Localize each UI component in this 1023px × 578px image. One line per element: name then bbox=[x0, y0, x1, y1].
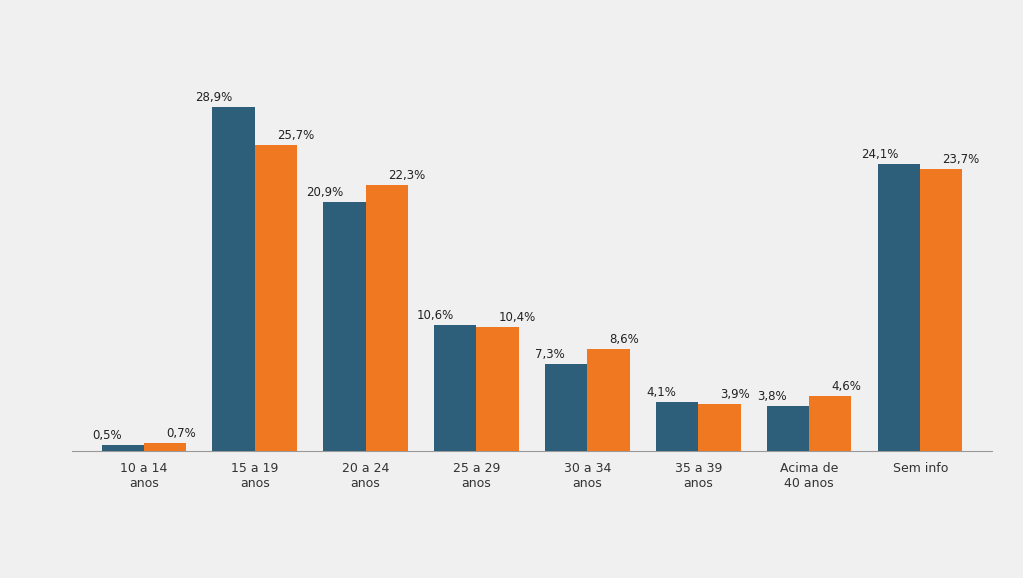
Bar bbox=[255, 145, 297, 451]
Bar bbox=[767, 406, 809, 451]
Text: 23,7%: 23,7% bbox=[942, 153, 980, 166]
Bar bbox=[365, 186, 408, 451]
Text: 10,6%: 10,6% bbox=[417, 309, 454, 322]
Text: 0,7%: 0,7% bbox=[166, 427, 195, 439]
Text: 3,9%: 3,9% bbox=[720, 388, 750, 402]
Text: 20,9%: 20,9% bbox=[306, 186, 344, 199]
Bar bbox=[101, 445, 143, 451]
Text: 28,9%: 28,9% bbox=[195, 91, 232, 104]
Text: 10,4%: 10,4% bbox=[498, 311, 536, 324]
Text: 24,1%: 24,1% bbox=[860, 148, 898, 161]
Text: 7,3%: 7,3% bbox=[535, 348, 566, 361]
Text: 3,8%: 3,8% bbox=[757, 390, 787, 403]
Text: 4,6%: 4,6% bbox=[832, 380, 861, 393]
Bar bbox=[435, 325, 477, 451]
Text: 22,3%: 22,3% bbox=[388, 169, 425, 183]
Bar bbox=[545, 364, 587, 451]
Text: 8,6%: 8,6% bbox=[610, 332, 639, 346]
Bar bbox=[809, 396, 851, 451]
Bar bbox=[921, 169, 963, 451]
Text: 0,5%: 0,5% bbox=[92, 429, 122, 442]
Bar bbox=[587, 349, 629, 451]
Text: 25,7%: 25,7% bbox=[277, 129, 314, 142]
Bar bbox=[878, 164, 921, 451]
Bar bbox=[699, 405, 741, 451]
Bar bbox=[143, 443, 186, 451]
Bar bbox=[323, 202, 365, 451]
Bar bbox=[477, 327, 519, 451]
Bar bbox=[213, 107, 255, 451]
Text: 4,1%: 4,1% bbox=[647, 386, 676, 399]
Bar bbox=[656, 402, 699, 451]
